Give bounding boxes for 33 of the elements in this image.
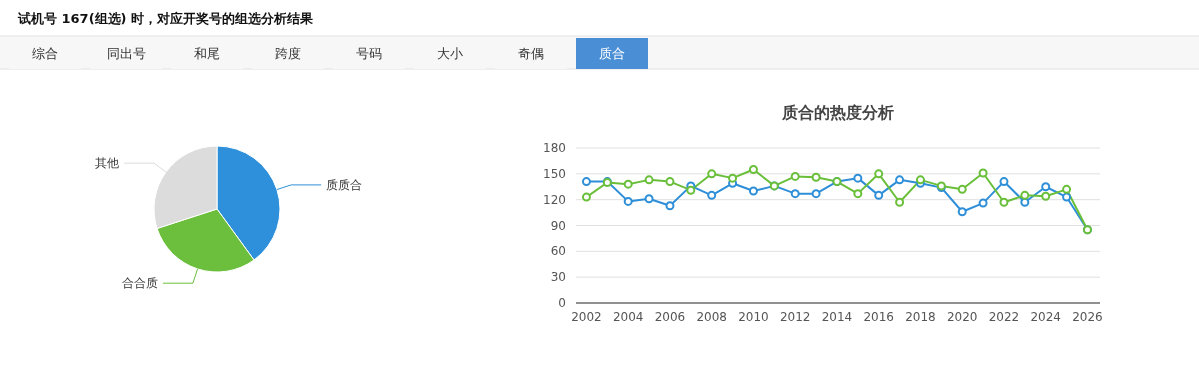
x-tick-label: 2014 <box>821 310 853 324</box>
x-tick-label: 2022 <box>988 310 1020 324</box>
x-tick-label: 2024 <box>1030 310 1061 324</box>
slice-label: 其他 <box>94 156 119 171</box>
category-label: 和尾 <box>194 46 220 61</box>
category-label: 跨度 <box>275 46 301 61</box>
y-tick-label: 180 <box>543 141 566 155</box>
x-tick-label: 2006 <box>654 310 686 324</box>
y-tick-label: 0 <box>558 296 566 310</box>
text: 试机号 167(组选) 时，对应开奖号的组选分析结果 <box>17 11 315 26</box>
chart-title: 质合的热度分析 <box>781 103 894 122</box>
x-tick-label: 2002 <box>571 310 602 324</box>
x-tick-label: 2008 <box>696 310 727 324</box>
y-tick-label: 60 <box>550 244 566 259</box>
y-tick-label: 30 <box>550 270 566 285</box>
x-tick-label: 2018 <box>905 310 936 324</box>
y-tick-label: 90 <box>550 218 566 233</box>
y-tick-label: 150 <box>543 166 566 181</box>
slice-label: 合合质 <box>121 276 158 291</box>
y-tick-label: 120 <box>543 192 566 207</box>
category-label: 大小 <box>437 46 463 61</box>
x-tick-label: 2026 <box>1072 310 1103 324</box>
x-tick-label: 2004 <box>612 310 644 324</box>
slice-label: 质质合 <box>326 177 363 192</box>
category-label: 号码 <box>356 46 382 61</box>
category-label: 质合 <box>599 46 625 61</box>
x-tick-label: 2012 <box>779 310 811 324</box>
category-label: 同出号 <box>106 46 146 61</box>
x-tick-label: 2016 <box>863 310 894 324</box>
category-label: 综合 <box>32 46 58 61</box>
x-tick-label: 2020 <box>946 310 978 324</box>
x-tick-label: 2010 <box>738 310 769 324</box>
category-label: 奇偶 <box>518 46 544 61</box>
